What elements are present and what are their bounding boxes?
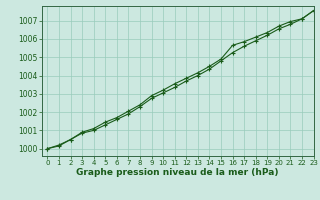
X-axis label: Graphe pression niveau de la mer (hPa): Graphe pression niveau de la mer (hPa) <box>76 168 279 177</box>
